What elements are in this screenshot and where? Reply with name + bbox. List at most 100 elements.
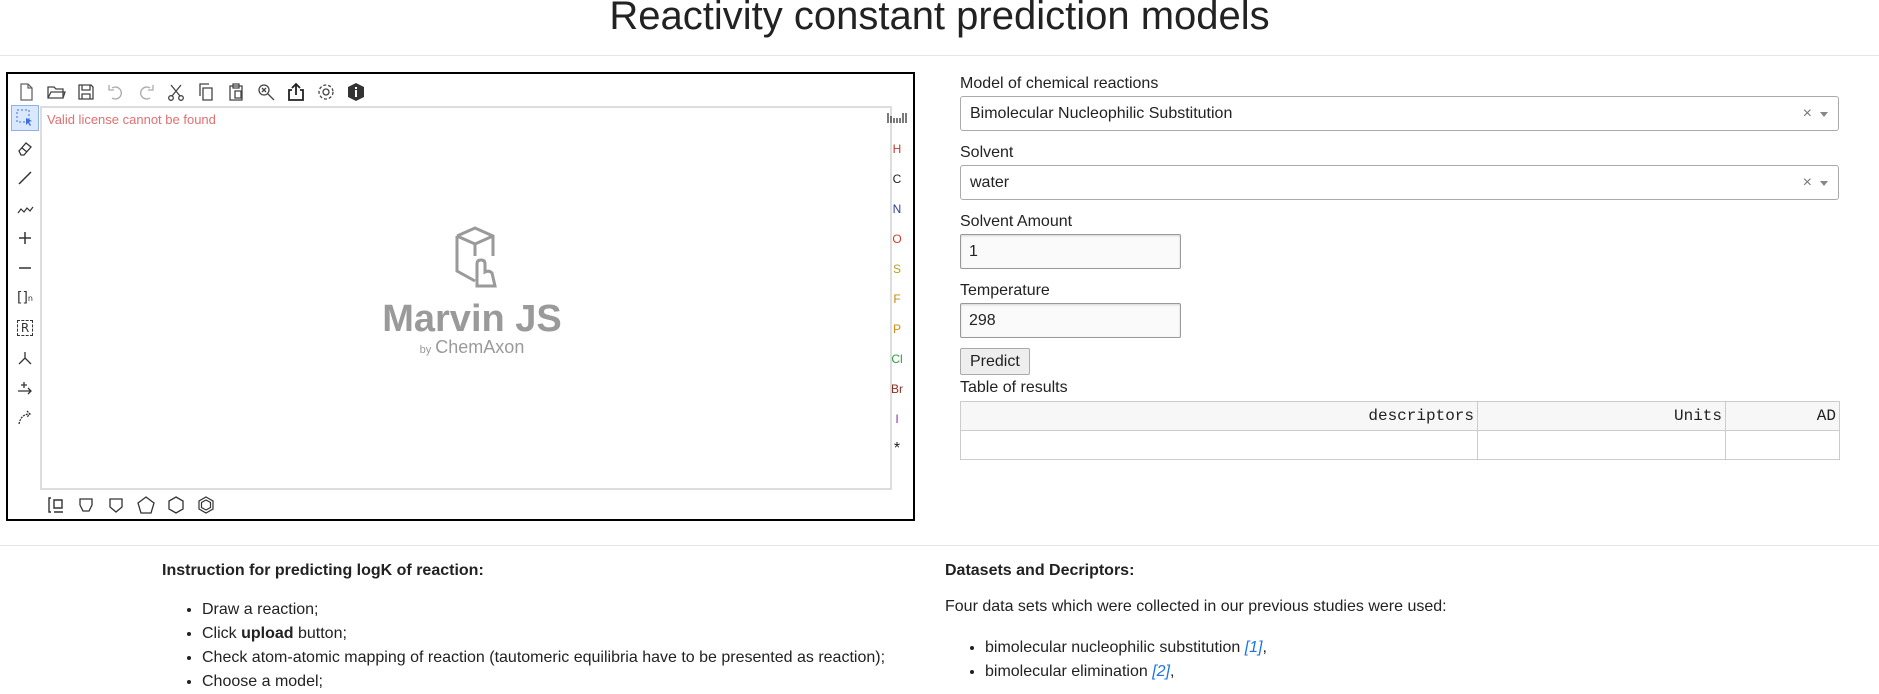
list-item: Check atom-atomic mapping of reaction (t… [202, 646, 922, 670]
marvin-sketcher[interactable]: [] n R Valid license cannot be found Marv… [6, 72, 915, 521]
results-table: descriptors Units AD [960, 401, 1840, 460]
chain-icon[interactable] [12, 196, 38, 220]
element-any[interactable]: * [893, 440, 901, 457]
marvin-logo-company: by ChemAxon [382, 337, 562, 358]
bracket-icon[interactable]: [] n [16, 290, 33, 306]
list-item: Draw a reaction; [202, 598, 922, 622]
table-row [960, 430, 1840, 460]
chemaxon-label: ChemAxon [435, 337, 525, 357]
list-item: Click upload button; [202, 622, 922, 646]
marvin-logo-name: Marvin JS [382, 298, 562, 340]
element-f[interactable]: F [893, 292, 901, 306]
marvin-logo-icon [437, 226, 507, 296]
step-text: button; [293, 625, 347, 642]
datasets-list: bimolecular nucleophilic substitution [1… [945, 636, 1805, 684]
element-n[interactable]: N [892, 202, 902, 216]
list-item: bimolecular nucleophilic substitution [1… [985, 636, 1805, 660]
paste-icon[interactable] [224, 80, 248, 104]
template-toolbar [44, 492, 218, 518]
cyclopentane-icon[interactable] [134, 493, 158, 517]
cyclohexane-icon[interactable] [164, 493, 188, 517]
dataset-name: bimolecular nucleophilic substitution [985, 639, 1245, 656]
charge-minus-icon[interactable] [12, 256, 38, 280]
results-table-caption: Table of results [960, 379, 1068, 396]
element-o[interactable]: O [892, 232, 902, 246]
zoom-icon[interactable] [254, 80, 278, 104]
element-s[interactable]: S [892, 262, 901, 276]
rectangle-select-icon[interactable] [11, 105, 39, 131]
datasets-section: Datasets and Decriptors: Four data sets … [945, 562, 1805, 684]
element-i[interactable]: I [895, 412, 899, 426]
solvent-amount-input[interactable] [960, 234, 1181, 269]
upload-keyword: upload [241, 625, 294, 642]
cyclopropane-icon[interactable] [104, 493, 128, 517]
section-divider [0, 545, 1879, 546]
rgroup-icon[interactable]: R [17, 320, 33, 336]
license-warning: Valid license cannot be found [47, 112, 216, 127]
datasets-heading: Datasets and Decriptors: [945, 562, 1135, 579]
table-cell [960, 430, 1478, 460]
model-select-value: Bimolecular Nucleophilic Substitution [970, 105, 1233, 122]
marvin-logo: Marvin JS by ChemAxon [382, 226, 562, 358]
list-item: Choose a model; [202, 670, 922, 694]
dataset-name: bimolecular elimination [985, 663, 1153, 680]
model-label: Model of chemical reactions [960, 75, 1159, 92]
cut-icon[interactable] [164, 80, 188, 104]
solvent-amount-label: Solvent Amount [960, 213, 1073, 230]
prediction-form: Model of chemical reactions Bimolecular … [960, 74, 1840, 460]
info-icon[interactable] [344, 80, 368, 104]
model-clear-icon[interactable]: × [1802, 105, 1812, 122]
table-cell [1725, 430, 1840, 460]
column-units: Units [1477, 401, 1726, 431]
solvent-label: Solvent [960, 144, 1014, 161]
single-bond-icon[interactable] [12, 166, 38, 190]
undo-icon[interactable] [104, 80, 128, 104]
reaction-arrow-icon[interactable] [12, 376, 38, 400]
attachment-icon[interactable] [12, 346, 38, 370]
element-br[interactable]: Br [891, 382, 903, 396]
element-c[interactable]: C [892, 172, 902, 186]
element-cl[interactable]: Cl [891, 352, 903, 366]
model-select[interactable]: Bimolecular Nucleophilic Substitution × [960, 96, 1839, 131]
instructions-section: Instruction for predicting logK of react… [162, 562, 922, 694]
benzene-icon[interactable] [74, 493, 98, 517]
temperature-label: Temperature [960, 282, 1050, 299]
solvent-select-value: water [970, 174, 1010, 191]
step-text: Click [202, 625, 242, 642]
predict-button[interactable]: Predict [960, 348, 1030, 375]
new-document-icon[interactable] [14, 80, 38, 104]
dataset-punct: , [1169, 663, 1175, 680]
header-divider [0, 55, 1879, 56]
eraser-icon[interactable] [12, 136, 38, 160]
datasets-intro: Four data sets which were collected in o… [945, 598, 1447, 615]
temperature-input[interactable] [960, 303, 1181, 338]
settings-icon[interactable] [314, 80, 338, 104]
redo-icon[interactable] [134, 80, 158, 104]
page-title: Reactivity constant prediction models [609, 0, 1270, 38]
benzene-ring-icon[interactable] [194, 493, 218, 517]
element-toolbar: H C N O S F P Cl Br I * [885, 106, 909, 464]
periodic-table-icon[interactable] [885, 106, 909, 134]
template-library-icon[interactable] [44, 493, 68, 517]
save-icon[interactable] [74, 80, 98, 104]
reference-link[interactable]: [1] [1244, 639, 1263, 656]
table-cell [1477, 430, 1726, 460]
element-h[interactable]: H [892, 142, 902, 156]
export-icon[interactable] [284, 80, 308, 104]
chevron-down-icon[interactable] [1820, 181, 1828, 186]
solvent-clear-icon[interactable]: × [1802, 174, 1812, 191]
top-toolbar [14, 80, 368, 104]
left-toolbar: [] n R [11, 105, 39, 430]
mapping-arrow-icon[interactable] [12, 406, 38, 430]
element-p[interactable]: P [892, 322, 901, 336]
chevron-down-icon[interactable] [1820, 112, 1828, 117]
solvent-select[interactable]: water × [960, 165, 1839, 200]
charge-plus-icon[interactable] [12, 226, 38, 250]
list-item: bimolecular elimination [2], [985, 660, 1805, 684]
instructions-list: Draw a reaction; Click upload button; Ch… [162, 598, 922, 694]
copy-icon[interactable] [194, 80, 218, 104]
open-folder-icon[interactable] [44, 80, 68, 104]
reference-link[interactable]: [2] [1152, 663, 1170, 680]
dataset-punct: , [1262, 639, 1267, 656]
drawing-canvas[interactable]: Valid license cannot be found Marvin JS … [40, 106, 892, 490]
